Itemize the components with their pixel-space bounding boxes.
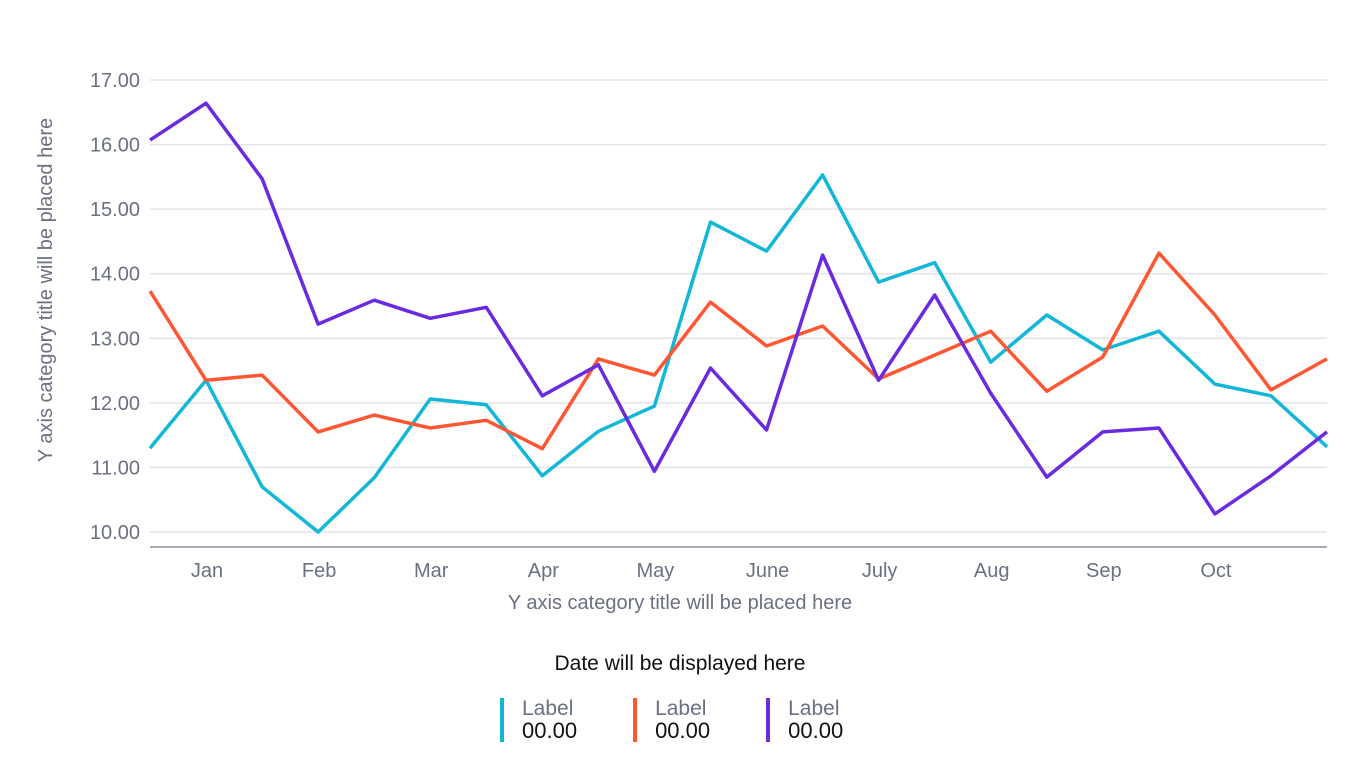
- y-axis-title: Y axis category title will be placed her…: [35, 118, 57, 462]
- x-tick-label: Aug: [974, 560, 1010, 582]
- series-lines: [148, 101, 1329, 534]
- legend-label: Label: [522, 697, 574, 720]
- x-axis-title: Y axis category title will be placed her…: [508, 592, 852, 614]
- x-tick-label: Mar: [414, 560, 449, 582]
- series-line-3: [149, 101, 1329, 516]
- y-tick-label: 14.00: [90, 264, 140, 286]
- x-tick-label: Apr: [528, 560, 559, 582]
- y-tick-label: 12.00: [90, 393, 140, 415]
- x-tick-label: July: [862, 560, 898, 582]
- y-tick-label: 17.00: [90, 70, 140, 92]
- legend: Label 00.00 Label 00.00 Label 00.00: [500, 698, 843, 742]
- x-tick-label: Oct: [1200, 560, 1232, 582]
- legend-value: 00.00: [522, 718, 578, 743]
- x-tick-label: May: [637, 560, 675, 582]
- date-text: Date will be displayed here: [554, 652, 806, 675]
- legend-item: Label 00.00: [633, 698, 710, 742]
- y-tick-label: 15.00: [90, 199, 140, 221]
- y-tick-label: 16.00: [90, 135, 140, 157]
- legend-color-bar: [766, 698, 771, 742]
- x-tick-label: Sep: [1086, 560, 1122, 582]
- x-tick-label: Feb: [302, 560, 336, 582]
- legend-label: Label: [788, 697, 840, 720]
- legend-color-bar: [633, 698, 638, 742]
- x-axis-ticks: Jan Feb Mar Apr May June July Aug Sep Oct: [191, 560, 1232, 582]
- y-tick-label: 10.00: [90, 522, 140, 544]
- legend-label: Label: [655, 697, 707, 720]
- legend-item: Label 00.00: [766, 698, 843, 742]
- legend-item: Label 00.00: [500, 698, 577, 742]
- y-tick-label: 13.00: [90, 328, 140, 350]
- series-line-1: [148, 173, 1329, 534]
- line-chart: 10.00 11.00 12.00 13.00 14.00 15.00 16.00 17.00…: [35, 70, 1329, 614]
- legend-color-bar: [500, 698, 504, 742]
- legend-value: 00.00: [788, 718, 844, 743]
- y-axis-ticks: 10.00 11.00 12.00 13.00 14.00 15.00 16.00 17.00: [90, 70, 140, 544]
- x-tick-label: June: [746, 560, 789, 582]
- series-line-2: [148, 251, 1328, 451]
- y-tick-label: 11.00: [91, 457, 140, 479]
- x-tick-label: Jan: [191, 560, 223, 582]
- grid: [150, 79, 1327, 533]
- legend-value: 00.00: [655, 718, 711, 743]
